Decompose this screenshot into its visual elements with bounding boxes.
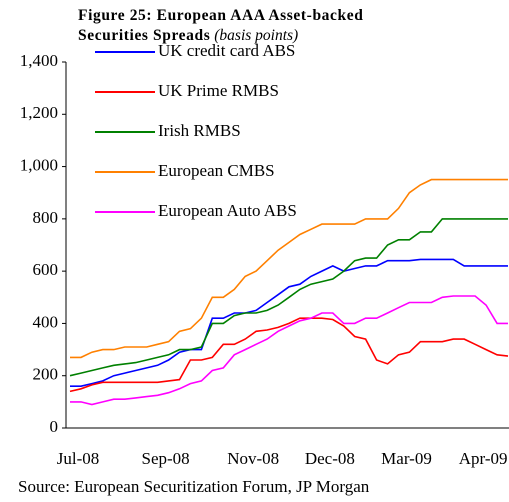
series-line [69, 317, 509, 393]
y-tick-label: 1,400 [20, 51, 58, 70]
series-line [70, 258, 508, 387]
chart-subtitle: (basis points) [214, 27, 299, 44]
legend-label: European Auto ABS [158, 201, 297, 220]
y-tick-label: 800 [33, 208, 59, 227]
y-tick-label: 0 [50, 417, 59, 436]
y-tick-label: 1,000 [20, 155, 58, 174]
y-tick-label: 600 [33, 260, 59, 279]
chart-title: Figure 25: European AAA Asset-backed Sec… [78, 7, 364, 44]
legend-label: Irish RMBS [158, 121, 241, 140]
legend-label: UK credit card ABS [158, 41, 295, 60]
y-tick-label: 200 [33, 365, 59, 384]
series-line [70, 178, 508, 359]
source-note: Source: European Securitization Forum, J… [18, 477, 370, 496]
legend-label: European CMBS [158, 161, 275, 180]
y-tick-label: 1,200 [20, 103, 58, 122]
x-tick-label: Dec-08 [305, 449, 355, 468]
x-tick-label: Apr-09 [459, 449, 508, 468]
x-tick-label: Sep-08 [142, 449, 190, 468]
series-line [70, 295, 508, 406]
legend-label: UK Prime RMBS [158, 81, 279, 100]
series-line [69, 218, 508, 377]
y-tick-label: 400 [33, 312, 59, 331]
x-tick-label: Jul-08 [57, 449, 100, 468]
x-tick-label: Nov-08 [227, 449, 279, 468]
title-block: Figure 25: European AAA Asset-backed Sec… [78, 6, 418, 46]
x-tick-label: Mar-09 [381, 449, 432, 468]
